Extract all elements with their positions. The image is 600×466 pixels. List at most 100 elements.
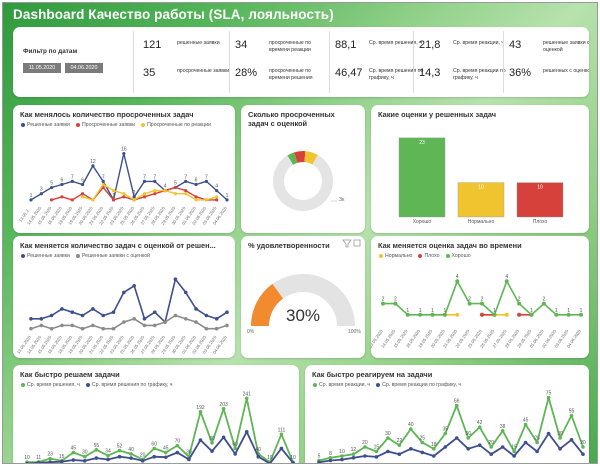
react-speed-chart: 5 8 10 12 20 15 30 22 40 25 18 35 66 30 42 20 38 15 45 25 75… — [317, 391, 586, 463]
data-point — [409, 427, 413, 431]
data-point — [351, 456, 356, 460]
data-point — [29, 198, 33, 202]
legend-item[interactable]: Ср. время реакции по графику, ч — [376, 382, 461, 388]
focus-mode-icon[interactable] — [353, 239, 361, 247]
bar-category: Плохо — [533, 219, 548, 225]
data-point — [581, 452, 585, 456]
data-point — [328, 456, 333, 460]
data-label: 42 — [477, 420, 483, 426]
data-point — [60, 307, 64, 311]
data-label: 1 — [530, 308, 533, 314]
data-point — [210, 441, 214, 445]
donut-chart — [273, 151, 337, 211]
rating-time-title: Как меняется оценка задач во времени — [378, 241, 522, 250]
legend-label: Ср. время решения, ч — [27, 382, 80, 388]
data-point — [517, 312, 522, 317]
data-point — [204, 326, 209, 331]
data-point — [204, 179, 208, 183]
data-label: 2 — [468, 297, 471, 303]
data-point — [175, 450, 180, 455]
data-point — [233, 446, 237, 451]
data-point — [132, 198, 136, 202]
overdue-title: Как менялось количество просроченных зад… — [20, 110, 194, 119]
legend-marker — [75, 123, 80, 127]
bar-value: 23 — [419, 140, 425, 146]
data-label: 1 — [567, 308, 570, 314]
legend-item[interactable]: Хорошо — [445, 253, 471, 259]
data-point — [558, 447, 562, 451]
legend-item[interactable]: Решенные заявки — [21, 253, 70, 259]
data-label: 20 — [488, 440, 494, 446]
data-point — [512, 449, 516, 454]
bar-category: Хорошо — [413, 219, 432, 225]
data-point — [184, 189, 188, 193]
data-point — [420, 440, 425, 445]
data-point — [80, 192, 85, 196]
data-label: 22 — [397, 438, 403, 444]
data-point — [566, 312, 571, 317]
series-line — [26, 397, 294, 463]
data-point — [163, 320, 167, 324]
data-point — [431, 447, 436, 451]
legend-item[interactable]: Плохо — [418, 253, 440, 259]
date-from-input[interactable]: 11.05.2020 — [23, 63, 61, 73]
data-point — [49, 313, 54, 318]
data-point — [122, 290, 126, 295]
rating-time-legend: Нормально Плохо Хорошо — [379, 253, 471, 259]
series-line — [318, 432, 584, 463]
legend-item[interactable]: Решенные заявки с оценкой — [75, 253, 150, 259]
data-point — [340, 454, 344, 458]
data-label: 10 — [24, 455, 30, 461]
data-point — [71, 450, 76, 455]
data-point — [268, 461, 272, 463]
data-label: 1 — [555, 308, 558, 314]
legend-item[interactable]: Просроченные заявки — [75, 122, 135, 128]
filter-icon[interactable] — [342, 239, 352, 248]
legend-item[interactable]: Ср. время реакции, ч — [313, 382, 370, 388]
data-point — [183, 317, 188, 321]
legend-item[interactable]: Ср. время решения, ч — [21, 382, 80, 388]
legend-item[interactable]: Нормально — [379, 253, 412, 259]
data-point — [101, 182, 105, 187]
data-point — [132, 317, 136, 321]
data-label: 80 — [209, 436, 215, 442]
gauge-fill — [251, 283, 284, 326]
data-point — [129, 452, 133, 456]
legend-item[interactable]: Просроченные по реакции — [141, 122, 211, 128]
data-point — [80, 195, 85, 199]
data-point — [184, 179, 188, 183]
data-label: 52 — [117, 444, 123, 450]
donut-title: Сколько просроченных задач с оценкой — [248, 110, 335, 128]
overdue-legend: Решенные заявки Просроченные заявки Просро… — [21, 122, 211, 128]
data-point — [455, 279, 460, 284]
date-to-input[interactable]: 04.06.2020 — [65, 63, 103, 73]
data-point — [279, 432, 284, 437]
data-label: 40 — [128, 447, 134, 453]
series-line — [31, 278, 228, 323]
gauge-chart — [251, 274, 355, 326]
divider — [229, 31, 230, 93]
data-point — [117, 454, 122, 459]
data-point — [142, 323, 147, 328]
data-label: 10 — [339, 449, 345, 455]
data-point — [214, 326, 219, 331]
data-point — [454, 403, 459, 408]
data-point — [60, 182, 64, 187]
data-point — [554, 312, 559, 317]
data-label: 10 — [290, 455, 296, 461]
legend-item[interactable]: Решенные заявки — [21, 122, 70, 128]
data-point — [142, 195, 147, 199]
data-label: 40 — [408, 422, 414, 428]
data-point — [39, 317, 44, 321]
data-label: 25 — [420, 436, 426, 442]
data-point — [466, 436, 471, 440]
legend-item[interactable]: Ср. время решения по графику, ч — [85, 382, 172, 388]
data-point — [291, 460, 295, 463]
data-point — [504, 279, 509, 284]
data-point — [184, 192, 188, 196]
data-label: 45 — [523, 418, 529, 424]
kpi-value: 46,47 — [335, 67, 363, 79]
data-label: 7 — [143, 174, 146, 180]
data-point — [546, 431, 551, 436]
data-label: 60 — [232, 441, 238, 447]
